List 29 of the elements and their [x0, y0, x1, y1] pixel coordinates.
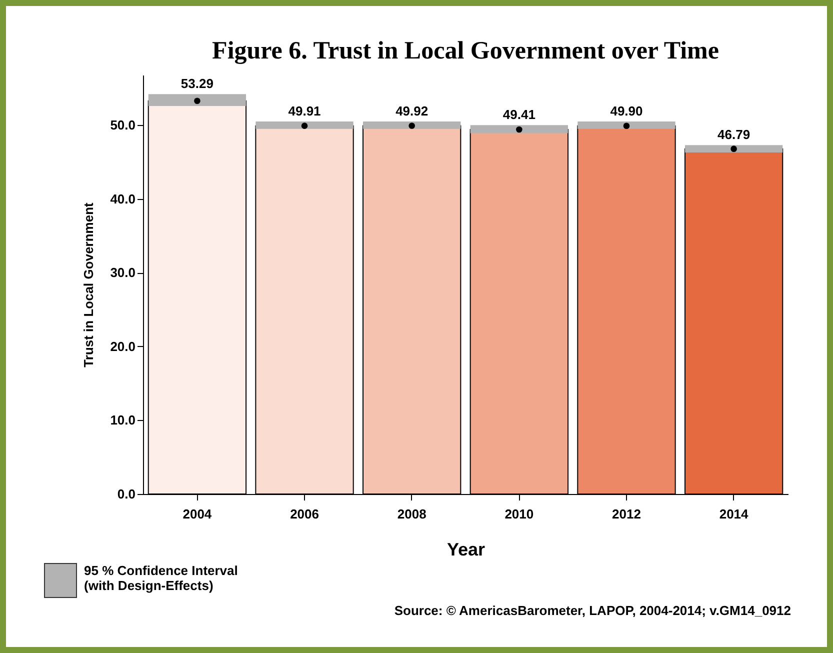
data-label: 49.90 [610, 103, 643, 118]
data-label: 49.91 [288, 103, 321, 118]
y-tick-label: 30.0 [110, 265, 136, 280]
x-tick-label: 2006 [290, 506, 319, 522]
y-tick-label: 20.0 [110, 338, 136, 354]
data-label: 46.79 [718, 127, 750, 142]
source-note: Source: © AmericasBarometer, LAPOP, 2004-2014; v.GM14_0912 [394, 603, 791, 618]
chart-title: Figure 6. Trust in Local Government over Time [212, 37, 719, 64]
point [408, 122, 415, 129]
x-tick-label: 2014 [719, 506, 750, 522]
x-tick-label: 2012 [612, 506, 641, 522]
point [730, 146, 737, 152]
x-tick-label: 2008 [397, 506, 426, 522]
point [194, 98, 200, 104]
y-tick-label: 40.0 [110, 191, 136, 206]
y-tick-label: 10.0 [110, 412, 136, 428]
data-label: 53.29 [180, 76, 214, 92]
x-tick-label: 2010 [504, 506, 534, 522]
point [301, 122, 308, 129]
data-label: 49.92 [396, 103, 428, 118]
text: 95 % Confidence Interval (with Design-Effects) [84, 563, 238, 593]
x-axis-title: Year [446, 540, 486, 560]
data-label: 49.41 [502, 107, 536, 122]
y-tick-label: 50.0 [110, 118, 136, 133]
y-axis-title: Trust in Local Government [81, 202, 96, 368]
point [516, 126, 522, 133]
point [623, 122, 630, 130]
y-tick-label: 0.0 [117, 486, 136, 502]
x-tick-label: 2004 [182, 506, 212, 522]
